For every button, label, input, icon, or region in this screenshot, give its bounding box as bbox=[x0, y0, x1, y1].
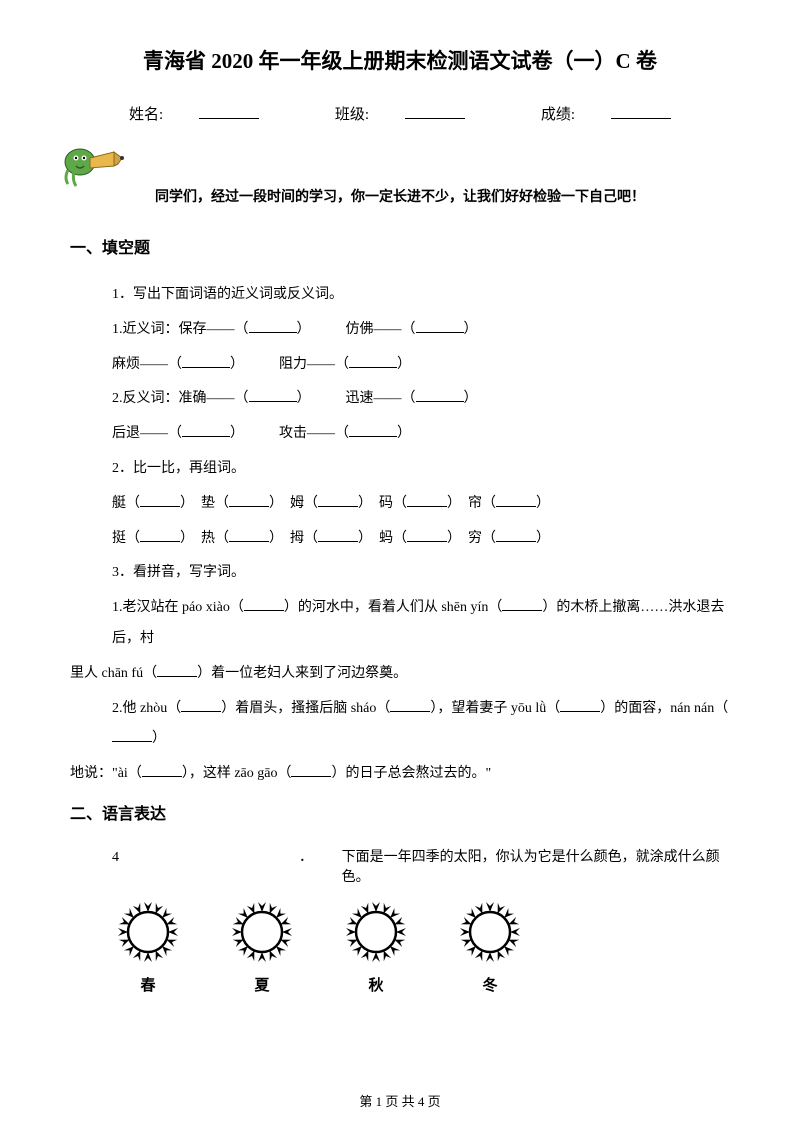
sun-row: 春 夏 bbox=[112, 896, 730, 995]
name-field: 姓名: bbox=[111, 107, 277, 123]
season-label: 夏 bbox=[254, 978, 269, 994]
q1-line4: 后退——（） 攻击——（） bbox=[112, 419, 730, 450]
page-footer: 第 1 页 共 4 页 bbox=[0, 1091, 800, 1110]
season-label: 春 bbox=[140, 978, 155, 994]
q2-row2: 挺（） 热（） 拇（） 蚂（） 穷（） bbox=[112, 524, 730, 555]
pencil-mascot-icon bbox=[62, 140, 124, 193]
q1-prompt: 1．写出下面词语的近义词或反义词。 bbox=[112, 280, 730, 311]
score-field: 成绩: bbox=[523, 107, 689, 123]
q3-line4: 地说："ài（），这样 zāo gāo（）的日子总会熬过去的。" bbox=[70, 759, 730, 790]
q3-line2: 里人 chān fú（）着一位老妇人来到了河边祭奠。 bbox=[70, 659, 730, 690]
q3-line3: 2.他 zhòu（）着眉头，搔搔后脑 sháo（），望着妻子 yōu lǜ（）的… bbox=[112, 694, 730, 756]
section-1-header: 一、填空题 bbox=[70, 234, 730, 258]
exam-title: 青海省 2020 年一年级上册期末检测语文试卷（一）C 卷 bbox=[70, 45, 730, 75]
sun-icon bbox=[454, 896, 526, 968]
section-2-header: 二、语言表达 bbox=[70, 800, 730, 824]
q1-line3: 2.反义词：准确——（） 迅速——（） bbox=[112, 384, 730, 415]
q1-line1: 1.近义词：保存——（） 仿佛——（） bbox=[112, 315, 730, 346]
sun-autumn: 秋 bbox=[340, 896, 412, 995]
q3-line1: 1.老汉站在 páo xiào（）的河水中，看着人们从 shēn yín（）的木… bbox=[112, 593, 730, 655]
sun-summer: 夏 bbox=[226, 896, 298, 995]
sun-spring: 春 bbox=[112, 896, 184, 995]
class-field: 班级: bbox=[317, 107, 483, 123]
sun-winter: 冬 bbox=[454, 896, 526, 995]
sun-icon bbox=[226, 896, 298, 968]
season-label: 秋 bbox=[368, 978, 383, 994]
intro-text: 同学们，经过一段时间的学习，你一定长进不少，让我们好好检验一下自己吧！ bbox=[70, 186, 730, 206]
sun-icon bbox=[340, 896, 412, 968]
season-label: 冬 bbox=[482, 978, 497, 994]
q1-line2: 麻烦——（） 阻力——（） bbox=[112, 350, 730, 381]
q2-row1: 艇（） 垫（） 姆（） 码（） 帘（） bbox=[112, 489, 730, 520]
student-info-line: 姓名: 班级: 成绩: bbox=[70, 103, 730, 124]
sun-icon bbox=[112, 896, 184, 968]
q4-line: 4． 下面是一年四季的太阳，你认为它是什么颜色，就涂成什么颜色。 bbox=[112, 846, 730, 886]
q3-prompt: 3．看拼音，写字词。 bbox=[112, 558, 730, 589]
q2-prompt: 2．比一比，再组词。 bbox=[112, 454, 730, 485]
